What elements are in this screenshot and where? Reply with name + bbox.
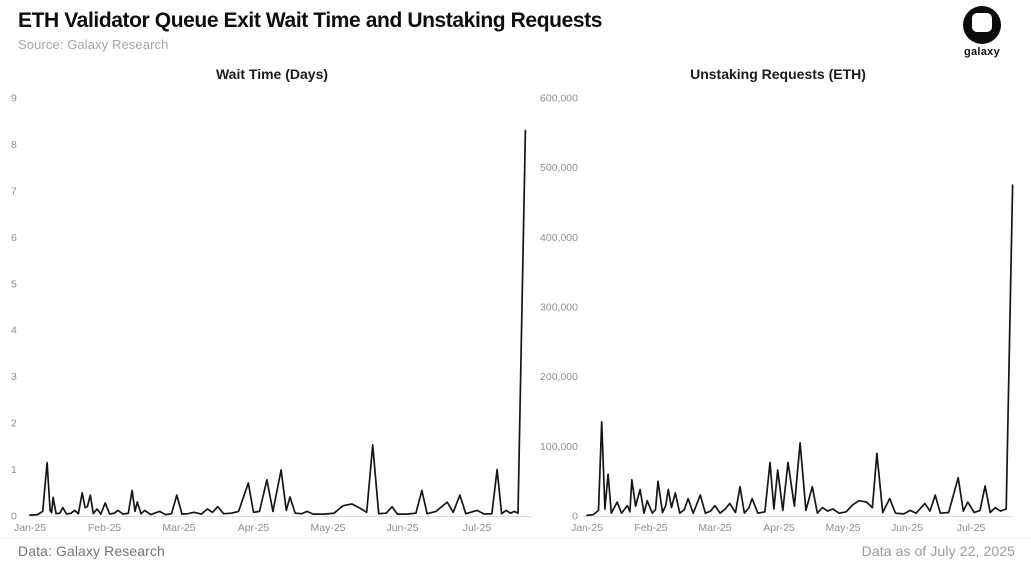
left-chart-title: Wait Time (Days)	[215, 66, 329, 82]
source-text: Source: Galaxy Research	[18, 37, 169, 52]
x-tick-label: Jan-25	[14, 522, 46, 534]
y-tick-label: 200,000	[540, 371, 578, 383]
y-tick-label: 0	[11, 511, 17, 523]
x-tick-label: Feb-25	[88, 522, 121, 534]
y-tick-label: 7	[11, 185, 17, 197]
x-tick-label: Mar-25	[698, 522, 731, 534]
y-tick-label: 6	[11, 232, 17, 244]
x-tick-label: Jul-25	[463, 522, 492, 534]
footer-divider	[0, 538, 1031, 539]
data-line	[586, 184, 1014, 517]
y-tick-label: 2	[11, 418, 17, 430]
y-tick-label: 300,000	[540, 302, 578, 314]
y-tick-label: 1	[11, 464, 17, 476]
x-tick-label: Jan-25	[571, 522, 603, 534]
x-tick-label: Mar-25	[162, 522, 195, 534]
x-tick-label: May-25	[825, 522, 860, 534]
y-tick-label: 400,000	[540, 232, 578, 244]
y-tick-label: 500,000	[540, 162, 578, 174]
x-tick-label: Feb-25	[634, 522, 667, 534]
y-tick-label: 3	[11, 371, 17, 383]
y-tick-label: 4	[11, 325, 17, 337]
galaxy-logo-label: galaxy	[963, 46, 1001, 58]
data-line	[29, 129, 527, 516]
right-chart-title: Unstaking Requests (ETH)	[690, 66, 866, 82]
galaxy-logo-cutout	[972, 13, 992, 32]
footer-data-source: Data: Galaxy Research	[18, 543, 165, 559]
y-tick-label: 600,000	[540, 93, 578, 105]
x-tick-label: Jun-25	[386, 522, 418, 534]
y-tick-label: 8	[11, 139, 17, 151]
x-tick-label: Apr-25	[763, 522, 795, 534]
y-tick-label: 100,000	[540, 441, 578, 453]
y-tick-label: 9	[11, 93, 17, 105]
footer-data-as-of: Data as of July 22, 2025	[861, 543, 1015, 559]
y-tick-label: 0	[572, 511, 578, 523]
x-tick-label: May-25	[310, 522, 345, 534]
x-tick-label: Jul-25	[957, 522, 986, 534]
page-title: ETH Validator Queue Exit Wait Time and U…	[18, 9, 602, 32]
x-tick-label: Jun-25	[891, 522, 923, 534]
galaxy-logo: galaxy	[963, 6, 1001, 58]
x-tick-label: Apr-25	[238, 522, 270, 534]
galaxy-logo-icon	[963, 6, 1001, 44]
y-tick-label: 5	[11, 278, 17, 290]
